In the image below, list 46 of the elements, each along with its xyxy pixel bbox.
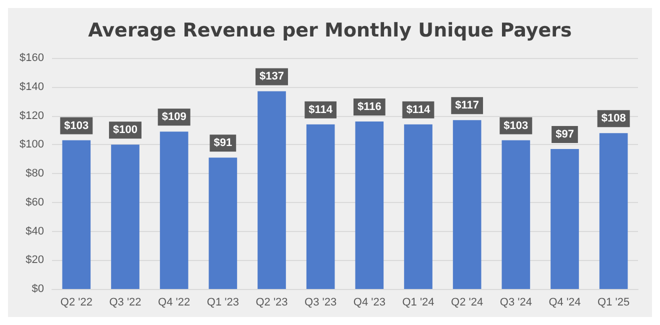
x-tick-label: Q4 '23 <box>353 296 386 308</box>
bar <box>404 124 432 289</box>
x-tick-label: Q4 '22 <box>158 296 190 308</box>
data-label: $97 <box>556 128 574 140</box>
bar <box>452 120 482 289</box>
y-tick-label: $60 <box>26 196 44 208</box>
data-label: $103 <box>504 120 528 132</box>
data-label: $109 <box>162 111 186 124</box>
x-tick-label: Q2 '23 <box>256 296 288 308</box>
y-tick-label: $80 <box>26 168 44 180</box>
bar <box>160 132 188 289</box>
bar <box>502 140 530 289</box>
x-tick-label: Q3 '23 <box>304 296 337 308</box>
bar <box>111 144 140 289</box>
bar <box>208 158 238 289</box>
data-label: $100 <box>113 124 138 136</box>
bar <box>258 91 286 289</box>
x-tick-label: Q3 '22 <box>109 296 142 308</box>
x-tick-label: Q1 '25 <box>598 296 630 308</box>
y-tick-label: $100 <box>20 138 44 151</box>
y-tick-label: $160 <box>20 52 44 64</box>
x-tick-label: Q2 '24 <box>451 296 484 308</box>
x-tick-label: Q4 '24 <box>548 296 581 308</box>
x-tick-label: Q1 '24 <box>402 296 434 308</box>
bar <box>550 148 579 289</box>
bar <box>62 140 91 289</box>
y-tick-label: $140 <box>20 80 44 93</box>
y-tick-label: $120 <box>20 110 44 122</box>
data-label: $108 <box>601 112 626 125</box>
data-label: $91 <box>214 137 232 150</box>
y-tick-label: $40 <box>26 225 44 238</box>
bar <box>306 124 335 289</box>
data-label: $114 <box>406 104 432 116</box>
x-tick-label: Q3 '24 <box>500 296 532 308</box>
x-tick-label: Q2 '22 <box>60 296 92 308</box>
y-tick-label: $0 <box>32 283 44 295</box>
chart-title: Average Revenue per Monthly Unique Payers <box>88 20 572 42</box>
bar <box>355 122 384 289</box>
bar <box>599 133 628 289</box>
data-label: $114 <box>308 104 334 116</box>
data-label: $117 <box>455 100 480 112</box>
data-label: $116 <box>357 101 382 114</box>
x-tick-label: Q1 '23 <box>206 296 239 308</box>
y-tick-label: $20 <box>26 254 44 266</box>
data-label: $137 <box>260 70 284 83</box>
data-label: $103 <box>64 120 89 132</box>
